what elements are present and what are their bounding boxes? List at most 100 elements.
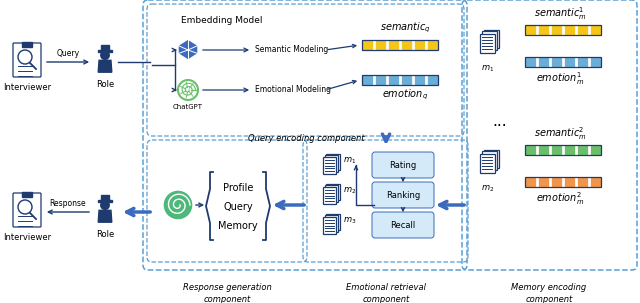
FancyBboxPatch shape [484,30,499,48]
Bar [577,25,588,35]
Polygon shape [98,60,112,72]
Bar [388,75,399,85]
FancyBboxPatch shape [13,193,41,227]
Text: $\mathbf{\mathit{emotion}}_m^1$: $\mathbf{\mathit{emotion}}_m^1$ [536,70,584,87]
Bar [551,177,562,187]
Text: Embedding Model: Embedding Model [181,16,263,25]
Text: ...: ... [493,115,508,129]
Bar [538,57,549,67]
FancyBboxPatch shape [372,182,434,208]
Text: Memory encoding
component: Memory encoding component [511,283,587,303]
Bar [525,145,601,155]
Bar [100,195,109,201]
Polygon shape [98,210,112,222]
Text: Interviewer: Interviewer [3,83,51,92]
Bar [577,145,588,155]
Text: Query: Query [56,49,79,58]
Bar [590,145,601,155]
Text: Query encoding component: Query encoding component [248,134,364,143]
Bar [525,177,601,187]
Bar [375,75,386,85]
Bar [564,177,575,187]
Text: $m_1$: $m_1$ [481,64,495,75]
Text: Recall: Recall [390,221,415,229]
Text: Response generation
component: Response generation component [182,283,271,303]
Bar [375,40,386,50]
Bar [564,145,575,155]
FancyBboxPatch shape [326,154,340,170]
Circle shape [100,201,109,209]
Bar [525,57,536,67]
Bar [564,25,575,35]
FancyBboxPatch shape [13,43,41,77]
Bar [388,40,399,50]
Text: Interviewer: Interviewer [3,233,51,242]
Text: $m_2$: $m_2$ [343,186,356,196]
Text: ChatGPT: ChatGPT [173,104,203,110]
Circle shape [163,190,193,220]
Text: Ranking: Ranking [386,191,420,199]
Bar [362,75,373,85]
Bar [525,25,601,35]
Text: $m_2$: $m_2$ [481,184,495,195]
Text: Emotional retrieval
component: Emotional retrieval component [346,283,426,303]
Bar [551,25,562,35]
Bar [427,75,438,85]
FancyBboxPatch shape [324,215,339,231]
Bar [427,40,438,50]
FancyBboxPatch shape [324,185,339,201]
Bar [22,192,32,197]
Text: $\mathbf{\mathit{semantic}}_m^2$: $\mathbf{\mathit{semantic}}_m^2$ [534,125,586,142]
FancyBboxPatch shape [479,154,495,173]
Bar [538,177,549,187]
Text: Role: Role [96,230,114,239]
FancyBboxPatch shape [479,34,495,53]
Text: $m_3$: $m_3$ [343,216,356,226]
Bar [577,177,588,187]
Bar [100,45,109,51]
Bar [590,177,601,187]
Bar [590,57,601,67]
FancyBboxPatch shape [323,157,336,174]
FancyBboxPatch shape [323,187,336,204]
Text: $\mathbf{\mathit{semantic}}_q$: $\mathbf{\mathit{semantic}}_q$ [380,21,430,35]
Text: $\mathbf{\mathit{emotion}}_m^2$: $\mathbf{\mathit{emotion}}_m^2$ [536,190,584,207]
Polygon shape [178,39,198,60]
Bar [401,40,412,50]
Bar [22,42,32,47]
Text: $\mathbf{\mathit{emotion}}_q$: $\mathbf{\mathit{emotion}}_q$ [382,88,428,102]
Text: Rating: Rating [389,161,417,169]
FancyBboxPatch shape [324,155,339,171]
Circle shape [100,51,109,59]
Text: Role: Role [96,80,114,89]
Bar [551,145,562,155]
FancyBboxPatch shape [484,150,499,168]
Bar [362,40,373,50]
Bar [525,145,536,155]
Bar [525,177,536,187]
FancyBboxPatch shape [326,214,340,230]
Bar [362,75,438,85]
Text: Emotional Modeling: Emotional Modeling [255,85,331,95]
Bar [98,50,112,52]
Bar [525,57,601,67]
Text: Semantic Modeling: Semantic Modeling [255,45,328,55]
Text: $m_1$: $m_1$ [343,156,356,166]
FancyBboxPatch shape [372,212,434,238]
FancyBboxPatch shape [323,217,336,234]
Text: Profile: Profile [223,183,253,193]
Bar [551,57,562,67]
FancyBboxPatch shape [482,152,497,170]
Bar [564,57,575,67]
Circle shape [178,80,198,100]
Bar [362,40,438,50]
FancyBboxPatch shape [372,152,434,178]
Bar [577,57,588,67]
FancyBboxPatch shape [482,32,497,50]
Text: Query: Query [223,202,253,212]
Text: $\mathbf{\mathit{semantic}}_m^1$: $\mathbf{\mathit{semantic}}_m^1$ [534,5,586,22]
Text: Memory: Memory [218,221,258,231]
Bar [538,145,549,155]
Bar [414,75,425,85]
Text: Response: Response [50,199,86,208]
